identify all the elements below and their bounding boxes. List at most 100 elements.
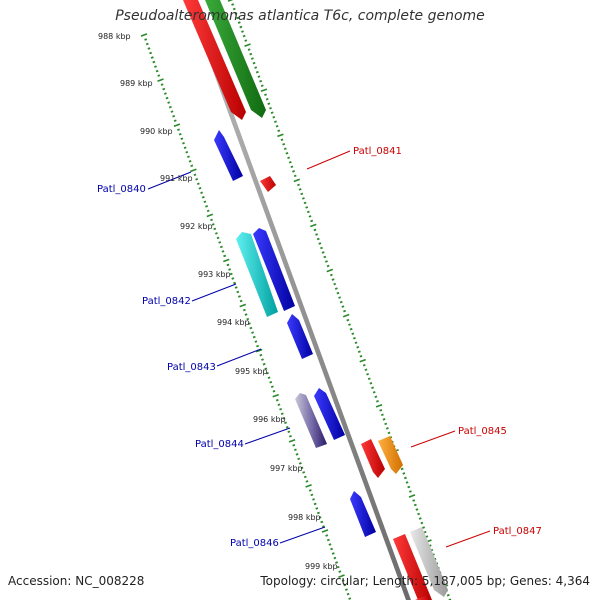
minor-tick (210, 218, 213, 222)
scale-label-997kbp: 997 kbp (270, 464, 303, 473)
genome-backbone (187, 0, 411, 600)
minor-tick (315, 233, 319, 236)
minor-tick (341, 579, 345, 582)
minor-tick (252, 335, 256, 339)
minor-tick (336, 565, 340, 569)
minor-tick (241, 30, 244, 33)
minor-tick (369, 382, 373, 385)
minor-tick (351, 332, 355, 335)
accession-text: Accession: NC_008228 (8, 574, 145, 588)
minor-tick (310, 219, 314, 223)
major-tick (326, 268, 334, 273)
minor-tick (170, 110, 174, 113)
genome-summary-text: Topology: circular; Length: 5,187,005 bp… (260, 574, 590, 588)
minor-tick (287, 156, 291, 160)
minor-tick (285, 426, 289, 429)
major-tick (157, 78, 164, 82)
scale-label-994kbp: 994 kbp (217, 318, 250, 327)
minor-tick (264, 367, 268, 370)
minor-tick (346, 592, 350, 596)
minor-tick (287, 430, 291, 434)
minor-tick (297, 183, 300, 187)
major-tick (310, 223, 317, 228)
minor-tick (206, 209, 210, 213)
minor-tick (234, 286, 238, 289)
major-tick (206, 213, 214, 218)
major-tick (173, 123, 181, 128)
minor-tick (162, 87, 166, 91)
scale-label-998kbp: 998 kbp (288, 513, 321, 522)
leader-patl-0841 (306, 150, 351, 170)
minor-tick (345, 588, 348, 591)
minor-tick (173, 119, 177, 122)
major-tick (140, 33, 148, 37)
minor-tick (306, 210, 310, 214)
gene-label-patl-0841: Patl_0841 (353, 146, 402, 157)
minor-tick (213, 227, 217, 231)
minor-tick (275, 398, 279, 402)
minor-tick (218, 241, 222, 244)
minor-tick (198, 187, 202, 190)
minor-tick (270, 385, 274, 388)
gene-patl-0846 (350, 491, 376, 537)
gene-label-patl-0847: Patl_0847 (493, 526, 542, 537)
major-tick (305, 484, 312, 488)
minor-tick (329, 273, 333, 277)
minor-tick (339, 300, 343, 304)
minor-tick (385, 427, 389, 430)
major-tick (255, 348, 263, 353)
minor-tick (359, 354, 363, 358)
minor-tick (168, 105, 172, 109)
minor-tick (308, 215, 312, 218)
gene-blue-0842b (253, 228, 295, 311)
minor-tick (270, 111, 274, 114)
minor-tick (303, 475, 307, 479)
scale-label-992kbp: 992 kbp (180, 222, 213, 231)
minor-tick (259, 79, 263, 83)
minor-tick (157, 74, 161, 77)
minor-tick (265, 97, 269, 101)
major-tick (288, 438, 296, 443)
minor-tick (239, 299, 243, 303)
minor-tick (325, 534, 329, 537)
scale-label-989kbp: 989 kbp (120, 79, 153, 88)
minor-tick (237, 21, 241, 24)
scale-label-991kbp: 991 kbp (160, 174, 193, 183)
minor-tick (333, 282, 337, 286)
minor-tick (301, 197, 305, 200)
gene-label-patl-0844: Patl_0844 (195, 439, 244, 450)
leader-patl-0847 (445, 530, 491, 548)
minor-tick (255, 70, 259, 74)
minor-tick (371, 386, 374, 390)
minor-tick (236, 290, 240, 294)
minor-tick (303, 201, 307, 205)
major-tick (321, 529, 329, 533)
gene-label-patl-0840: Patl_0840 (97, 184, 146, 195)
minor-tick (185, 150, 189, 154)
gene-label-patl-0846: Patl_0846 (230, 538, 279, 549)
major-tick (190, 168, 197, 173)
minor-tick (238, 295, 241, 298)
minor-tick (267, 102, 271, 105)
minor-tick (201, 196, 205, 199)
minor-tick (402, 472, 406, 475)
minor-tick (178, 132, 182, 136)
minor-tick (177, 128, 180, 131)
minor-tick (318, 516, 322, 519)
minor-tick (298, 462, 302, 465)
minor-tick (330, 547, 334, 551)
minor-tick (190, 164, 194, 168)
minor-tick (233, 281, 236, 285)
gene-label-patl-0842: Patl_0842 (142, 296, 191, 307)
minor-tick (298, 188, 302, 191)
minor-tick (279, 407, 283, 411)
minor-tick (219, 245, 223, 249)
minor-tick (326, 264, 330, 268)
minor-tick (172, 114, 176, 118)
minor-tick (150, 56, 154, 59)
scale-label-988kbp: 988 kbp (98, 32, 131, 41)
major-tick (223, 258, 230, 263)
minor-tick (407, 485, 411, 489)
leader-patl-0843 (216, 348, 262, 367)
minor-tick (283, 147, 287, 151)
